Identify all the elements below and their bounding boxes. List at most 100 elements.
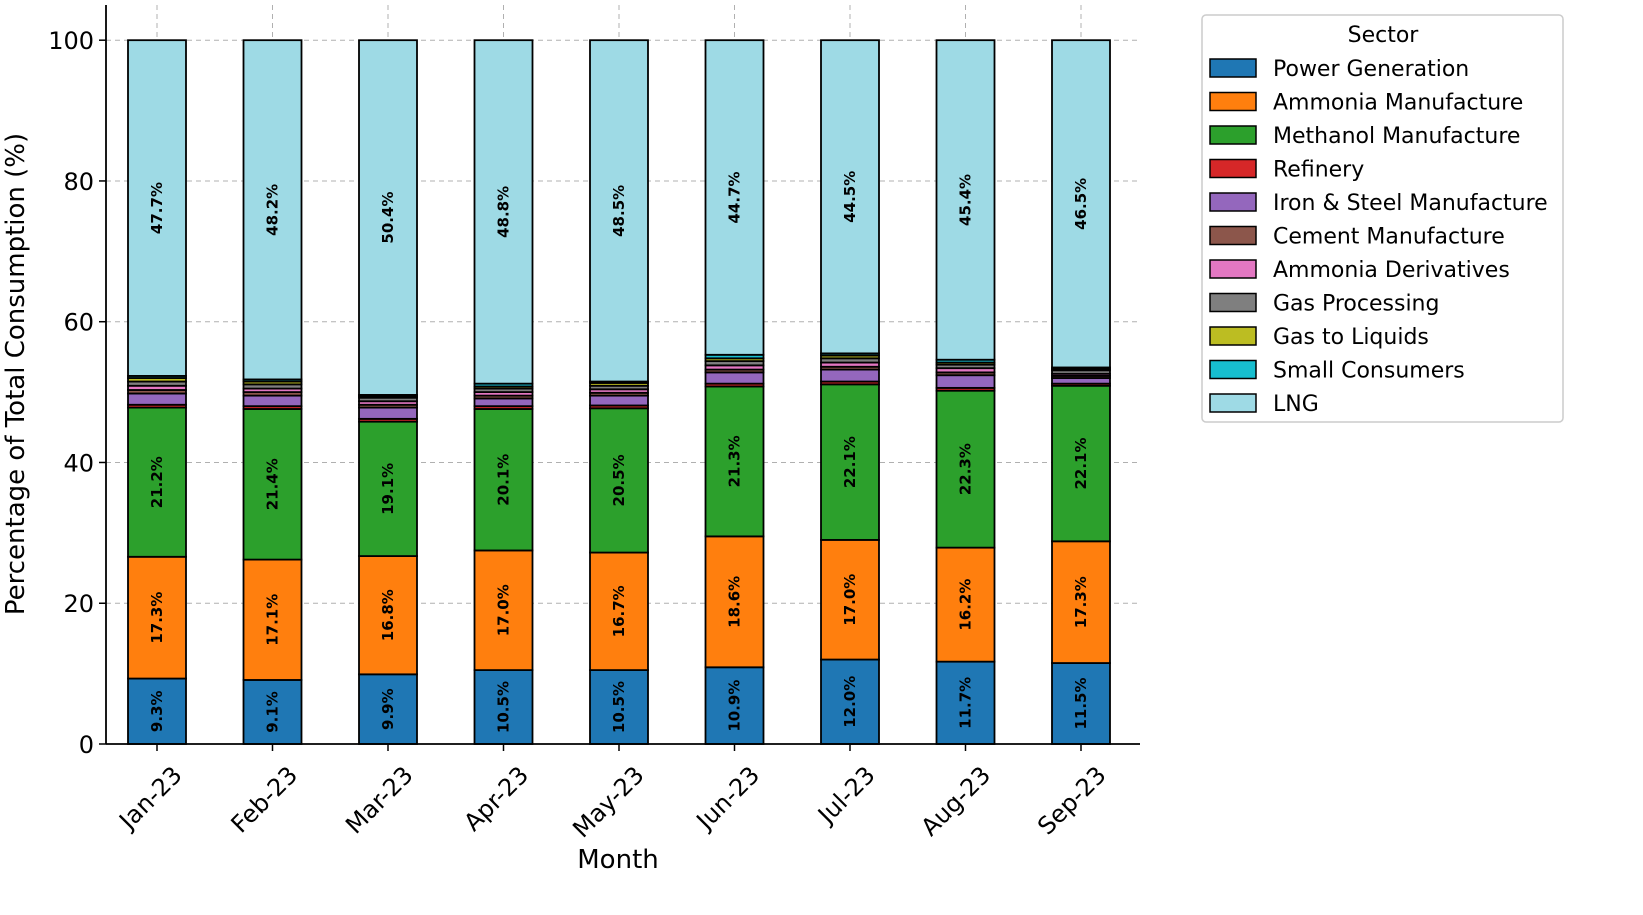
- bar-segment: [935, 374, 996, 389]
- value-label: 9.1%: [264, 691, 282, 733]
- value-label: 17.3%: [148, 592, 166, 644]
- value-label: 46.5%: [1072, 178, 1090, 230]
- y-tick-label: 20: [63, 590, 94, 618]
- value-label: 22.1%: [1072, 438, 1090, 490]
- value-label: 44.5%: [841, 171, 859, 223]
- value-label: 22.1%: [841, 436, 859, 488]
- bar-segment: [1051, 540, 1111, 664]
- value-label: 47.7%: [148, 182, 166, 234]
- value-label: 45.4%: [957, 174, 975, 226]
- bar-segment: [935, 389, 996, 549]
- legend-swatch: [1209, 125, 1257, 145]
- bar-segment: [473, 549, 534, 672]
- legend-box: [1201, 14, 1564, 423]
- bar-segment: [589, 394, 649, 407]
- x-tick-label: Jun-23: [690, 761, 765, 836]
- bar-segment: [820, 368, 880, 383]
- value-label: 22.3%: [957, 443, 975, 495]
- value-label: 11.7%: [957, 677, 975, 729]
- bar-segment: [127, 39, 187, 377]
- value-label: 12.0%: [841, 676, 859, 728]
- value-label: 11.5%: [1072, 678, 1090, 730]
- bar-segment: [820, 39, 880, 355]
- legend-label: Refinery: [1273, 158, 1364, 183]
- value-label: 21.4%: [264, 458, 282, 510]
- value-label: 9.3%: [148, 690, 166, 732]
- legend-swatch: [1209, 393, 1257, 413]
- value-label: 16.7%: [610, 585, 628, 637]
- bar-segment: [127, 406, 187, 558]
- legend-label: Iron & Steel Manufacture: [1273, 191, 1548, 216]
- legend-swatch: [1209, 359, 1257, 380]
- bar-segment: [358, 406, 418, 420]
- bar-segment: [358, 39, 418, 396]
- bar-segment: [242, 558, 303, 681]
- value-label: 17.1%: [264, 594, 282, 646]
- legend-label: Ammonia Derivatives: [1273, 258, 1510, 283]
- bar-segment: [704, 535, 765, 669]
- bar-segment: [704, 371, 765, 385]
- legend-label: Ammonia Manufacture: [1273, 91, 1523, 116]
- bar-segment: [358, 555, 418, 676]
- value-label: 20.5%: [610, 454, 628, 506]
- legend-label: Power Generation: [1273, 57, 1469, 82]
- legend-label: Cement Manufacture: [1273, 225, 1505, 250]
- y-tick-label: 80: [63, 168, 94, 196]
- x-tick-label: Feb-23: [226, 761, 304, 839]
- bar-segment: [589, 407, 649, 554]
- legend-swatch: [1209, 91, 1257, 112]
- value-label: 9.9%: [379, 688, 397, 730]
- bar-segment: [820, 383, 880, 541]
- value-label: 21.3%: [726, 435, 744, 487]
- value-label: 17.0%: [841, 574, 859, 626]
- legend-swatch: [1209, 58, 1257, 78]
- y-axis-label: Percentage of Total Consumption (%): [1, 133, 31, 615]
- legend-swatch: [1209, 225, 1257, 246]
- value-label: 17.3%: [1072, 576, 1090, 628]
- bar-segment: [358, 420, 418, 557]
- value-label: 16.8%: [379, 589, 397, 641]
- legend-label: Gas to Liquids: [1273, 325, 1429, 350]
- legend-swatch: [1209, 326, 1257, 346]
- bar-segment: [704, 666, 765, 745]
- value-label: 48.2%: [264, 184, 282, 236]
- bar-segment: [704, 39, 765, 356]
- legend-title: Sector: [1348, 23, 1420, 48]
- value-label: 21.2%: [148, 456, 166, 508]
- y-tick-label: 100: [48, 27, 94, 55]
- y-tick-label: 40: [63, 449, 94, 477]
- value-label: 44.7%: [726, 171, 744, 223]
- legend-swatch: [1209, 192, 1257, 212]
- x-axis-label: Month: [577, 845, 659, 875]
- bar-segment: [1051, 39, 1111, 369]
- legend-swatch: [1209, 259, 1257, 279]
- y-tick-label: 60: [63, 309, 94, 337]
- bar-segment: [242, 39, 303, 381]
- value-label: 10.9%: [726, 680, 744, 732]
- bar-segment: [820, 658, 880, 745]
- value-label: 20.1%: [495, 454, 513, 506]
- x-tick-label: Mar-23: [340, 761, 418, 839]
- value-label: 10.5%: [610, 681, 628, 733]
- legend-swatch: [1209, 158, 1257, 179]
- value-label: 19.1%: [379, 463, 397, 515]
- value-label: 16.2%: [957, 579, 975, 631]
- legend-label: Small Consumers: [1273, 359, 1465, 384]
- legend-swatch: [1209, 292, 1257, 313]
- legend-label: LNG: [1273, 392, 1319, 417]
- bar-segment: [589, 39, 649, 383]
- bar-segment: [127, 555, 187, 680]
- x-tick-label: Apr-23: [458, 761, 534, 837]
- legend-label: Methanol Manufacture: [1273, 124, 1520, 149]
- value-label: 48.5%: [610, 185, 628, 237]
- x-tick-label: Jul-23: [811, 761, 880, 830]
- x-tick-label: Aug-23: [916, 761, 997, 842]
- x-tick-label: Jan-23: [113, 761, 188, 836]
- legend-label: Gas Processing: [1273, 292, 1439, 317]
- bar-segment: [242, 394, 303, 408]
- value-label: 48.8%: [495, 186, 513, 238]
- bar-segment: [935, 39, 996, 361]
- bar-segment: [127, 392, 187, 406]
- x-tick-label: May-23: [567, 761, 649, 843]
